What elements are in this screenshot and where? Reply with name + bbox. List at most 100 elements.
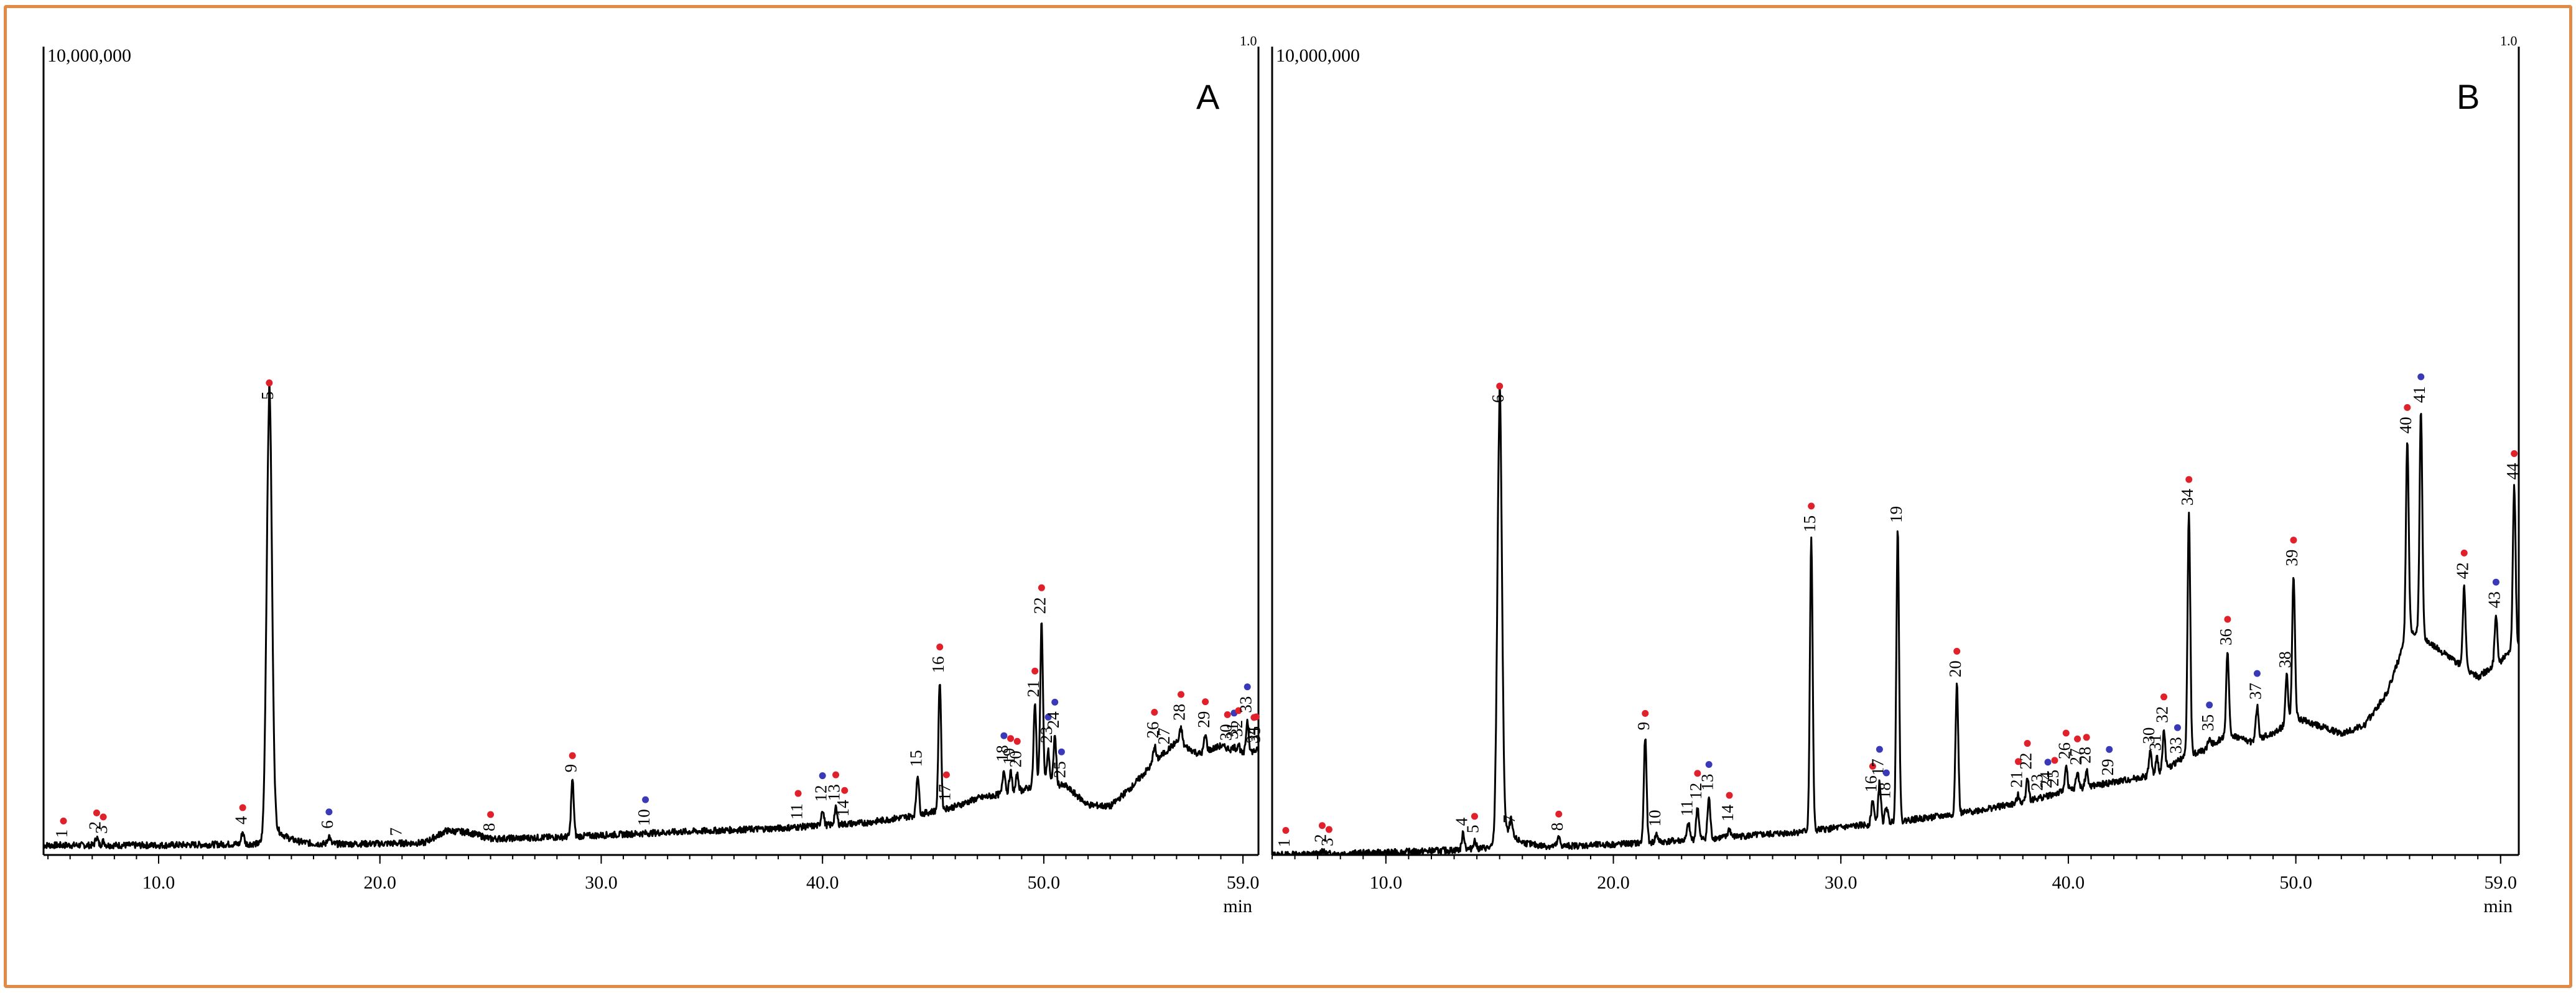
panel-a-x-tick-label: 40.0	[806, 872, 839, 893]
panel-b-peak-dot-2	[1318, 822, 1326, 829]
panel-b-peak-dot-12	[1694, 770, 1701, 777]
panel-a-peak-label-2: 2	[86, 821, 105, 830]
panel-a-peak-dot-8	[487, 811, 495, 818]
panel-b-peak-dot-40	[2404, 404, 2411, 411]
panel-b-x-unit-label: min	[2483, 896, 2513, 917]
panel-a-peak-dot-2	[93, 809, 100, 816]
panel-b-peak-label-23: 23	[2028, 774, 2047, 791]
panel-b-peak-label-35: 35	[2198, 714, 2217, 731]
panel-b-peak-dot-36	[2224, 616, 2231, 623]
panel-a-peak-label-15: 15	[906, 750, 925, 767]
panel-a-peak-label-28: 28	[1170, 704, 1189, 721]
panel-a-peak-label-11: 11	[787, 803, 806, 820]
panel-a-peak-dot-26	[1151, 709, 1158, 716]
panel-b-corner-mark: 1.0	[2500, 33, 2518, 48]
panel-b-peak-label-32: 32	[2153, 706, 2172, 723]
panel-b-y-max-label: 10,000,000	[1276, 45, 1360, 66]
panel-b-x-tick-label: 20.0	[1597, 872, 1630, 893]
panel-a-peak-dot-17	[942, 771, 950, 778]
panel-b-peak-label-40: 40	[2396, 417, 2415, 433]
panel-a-peak-label-14: 14	[834, 800, 852, 817]
panel-b-peak-label-14: 14	[1718, 805, 1737, 822]
panel-b-peak-dot-43	[2492, 578, 2499, 586]
panel-b-peak-dot-15	[1808, 502, 1815, 510]
panel-a-peak-dot-5	[266, 379, 273, 387]
panel-b-x-tick-label: 59.0	[2484, 872, 2517, 893]
panel-a-peak-dot-4	[239, 804, 246, 811]
panel-a-peak-label-23: 23	[1037, 726, 1056, 743]
panel-b-peak-label-38: 38	[2276, 651, 2294, 668]
panel-b-peak-dot-33	[2174, 724, 2181, 731]
panel-a-peak-dot-32	[1235, 707, 1242, 714]
figure-frame	[4, 5, 2572, 988]
panel-a-peak-dot-24	[1051, 698, 1059, 706]
chromatogram-b-svg: 10,000,000 1.0 B 10.0 20.0 30.0 40.0 50.0 59.0 mi…	[1271, 33, 2522, 917]
panel-b-peak-label-2: 2	[1311, 834, 1330, 843]
panel-a-letter: A	[1196, 77, 1220, 116]
panel-b-peak-dot-24	[2044, 759, 2052, 766]
panel-a-trace	[43, 379, 1260, 850]
panel-a-x-tick-label: 50.0	[1028, 872, 1061, 893]
panel-a-x-tick-label: 59.0	[1227, 872, 1260, 893]
panel-b-peak-dot-21	[2014, 758, 2022, 765]
chromatogram-a-svg: 10,000,000 1.0 A 10.0 20.0 30.0 40.0 50.0 59.0 mi…	[42, 33, 1264, 917]
panel-a-peak-label-16: 16	[929, 656, 947, 673]
panel-a-peak-label-17: 17	[936, 784, 954, 801]
panel-b-peak-label-1: 1	[1275, 839, 1293, 848]
panel-b-x-tick-label: 30.0	[1825, 872, 1858, 893]
panel-b-peak-label-44: 44	[2503, 463, 2522, 480]
panel-b-peak-dot-32	[2160, 693, 2168, 701]
panel-b-peak-dot-6	[1496, 382, 1504, 390]
panel-b-peak-label-8: 8	[1548, 823, 1566, 831]
chromatogram-panel-b: 10,000,000 1.0 B 10.0 20.0 30.0 40.0 50.0 59.0 mi…	[1271, 33, 2522, 917]
panel-b-peak-label-29: 29	[2098, 759, 2117, 775]
panel-b-peak-label-10: 10	[1645, 810, 1664, 826]
panel-b-peak-label-22: 22	[2016, 752, 2035, 769]
panel-a-peak-dot-3	[100, 813, 107, 821]
panel-b-peak-dot-44	[2511, 450, 2518, 457]
panel-a-peak-label-12: 12	[811, 785, 830, 802]
panel-b-peak-dot-14	[1726, 792, 1733, 799]
panel-a-peak-label-18: 18	[993, 745, 1011, 762]
panel-a-peak-dot-11	[794, 790, 802, 797]
panel-b-peak-label-43: 43	[2485, 591, 2504, 608]
panel-a-peak-dot-12	[819, 772, 826, 780]
panel-b-peak-dot-20	[1953, 647, 1961, 655]
panel-b-peak-dot-41	[2417, 373, 2425, 381]
panel-a-peak-label-4: 4	[231, 816, 250, 824]
panel-b-peak-dot-22	[2024, 740, 2031, 747]
panel-b-peak-label-41: 41	[2410, 386, 2429, 403]
panel-b-peak-label-24: 24	[2037, 771, 2055, 788]
panel-b-peak-dot-1	[1282, 827, 1290, 834]
panel-b-peak-label-12: 12	[1686, 783, 1705, 800]
panel-a-peak-dot-9	[569, 752, 576, 759]
panel-a-peak-dot-30	[1224, 711, 1231, 718]
panel-b-trace	[1271, 382, 2520, 856]
panel-a-peak-label-31: 31	[1223, 723, 1242, 739]
panel-a-peak-dot-21	[1031, 667, 1039, 675]
panel-b-x-tick-label: 40.0	[2052, 872, 2085, 893]
panel-a-peak-dot-1	[60, 817, 67, 824]
panel-a-peak-label-30: 30	[1216, 724, 1235, 741]
panel-b-peak-label-16: 16	[1862, 775, 1881, 792]
panel-b-peak-dot-13	[1705, 760, 1713, 768]
panel-b-peak-label-30: 30	[2139, 727, 2158, 744]
panel-b-peak-dot-17	[1876, 746, 1883, 753]
panel-a-peak-label-34: 34	[1243, 726, 1262, 744]
panel-b-peak-dot-5	[1471, 813, 1478, 820]
panel-a-peak-label-29: 29	[1194, 711, 1213, 728]
panel-b-peak-label-36: 36	[2216, 629, 2235, 645]
panel-a-peak-dot-18	[1000, 732, 1008, 739]
panel-b-peak-label-33: 33	[2167, 737, 2185, 754]
panel-b-peak-dot-27	[2074, 735, 2081, 742]
panel-a-peak-label-21: 21	[1024, 680, 1043, 697]
panel-a-peak-label-6: 6	[318, 820, 337, 829]
panel-a-peak-dot-16	[936, 643, 944, 650]
panel-b-peak-label-26: 26	[2055, 742, 2073, 759]
panel-b-peak-dot-34	[2185, 476, 2193, 483]
panel-a-peak-dot-25	[1058, 748, 1065, 755]
panel-a-peak-label-13: 13	[825, 784, 844, 801]
panel-a-corner-mark: 1.0	[1240, 33, 1257, 48]
panel-a-x-tick-label: 10.0	[142, 872, 175, 893]
panel-b-peak-label-7: 7	[1500, 815, 1518, 824]
